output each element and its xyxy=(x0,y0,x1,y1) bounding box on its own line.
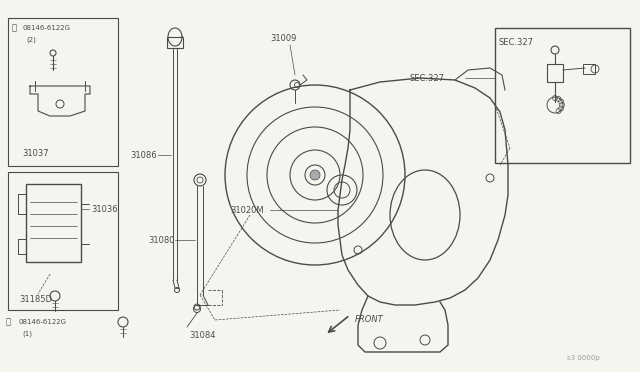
Text: SEC.327: SEC.327 xyxy=(499,38,534,46)
Text: 31086: 31086 xyxy=(130,151,157,160)
Text: 31185D: 31185D xyxy=(19,295,52,305)
Text: SEC.327: SEC.327 xyxy=(410,74,445,83)
Bar xyxy=(26,184,81,262)
Text: (2): (2) xyxy=(26,37,36,43)
Bar xyxy=(8,18,118,166)
Text: 08146-6122G: 08146-6122G xyxy=(22,25,70,31)
Text: 08146-6122G: 08146-6122G xyxy=(18,319,66,325)
Bar xyxy=(547,64,563,82)
Bar xyxy=(495,28,630,163)
Text: 31036: 31036 xyxy=(91,205,118,214)
Circle shape xyxy=(310,170,320,180)
Text: 31084: 31084 xyxy=(189,330,216,340)
Bar xyxy=(583,64,595,74)
Text: Ⓑ: Ⓑ xyxy=(6,317,11,327)
Text: 31037: 31037 xyxy=(22,148,49,157)
Text: (1): (1) xyxy=(22,331,32,337)
Text: 31020M: 31020M xyxy=(230,205,264,215)
Text: s3 0000p: s3 0000p xyxy=(567,355,600,361)
Text: FRONT: FRONT xyxy=(355,315,384,324)
Bar xyxy=(8,172,118,310)
Text: Ⓑ: Ⓑ xyxy=(12,23,17,32)
Text: 31009: 31009 xyxy=(270,33,296,42)
Bar xyxy=(167,37,183,48)
Text: 31080: 31080 xyxy=(148,235,175,244)
